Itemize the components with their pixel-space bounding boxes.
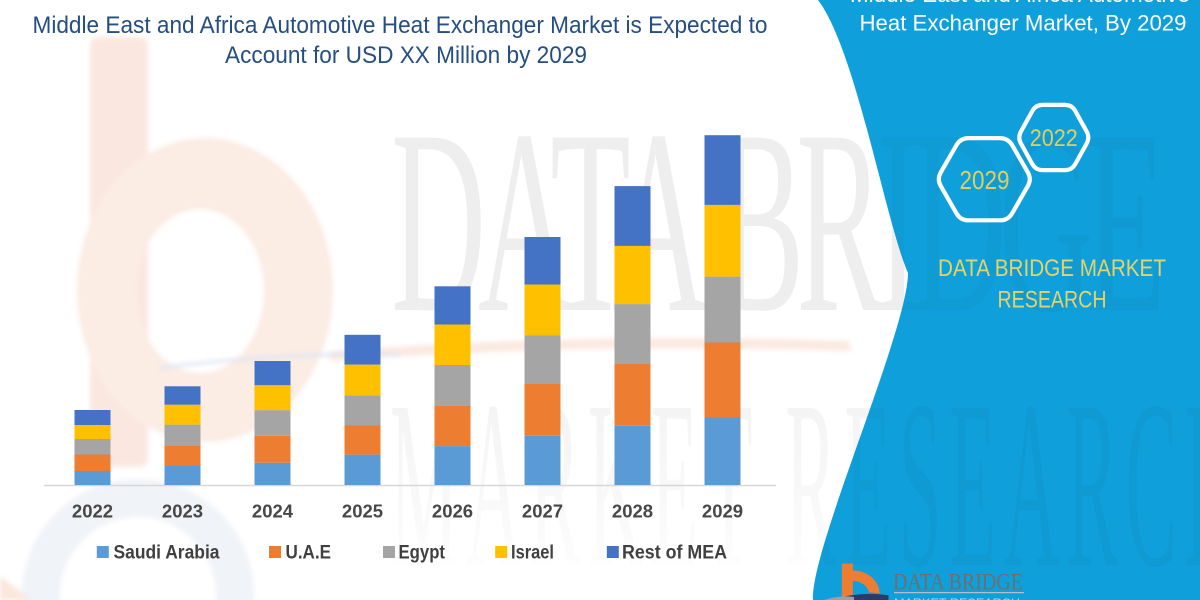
- svg-text:Middle East and Africa Automot: Middle East and Africa Automotive: [850, 0, 1190, 7]
- svg-text:Account for USD XX Million by: Account for USD XX Million by 2029: [225, 42, 587, 69]
- svg-text:2022: 2022: [72, 501, 113, 522]
- svg-text:2022: 2022: [1030, 125, 1078, 152]
- svg-text:2029: 2029: [702, 501, 743, 522]
- svg-text:2025: 2025: [342, 501, 383, 522]
- svg-text:2026: 2026: [432, 501, 473, 522]
- svg-text:2024: 2024: [252, 501, 294, 522]
- svg-text:MARKET RESEARCH: MARKET RESEARCH: [390, 351, 1200, 600]
- svg-text:DATA BRIDGE: DATA BRIDGE: [893, 570, 1023, 596]
- svg-text:U.A.E: U.A.E: [286, 543, 332, 564]
- svg-text:2027: 2027: [522, 501, 563, 522]
- svg-text:2028: 2028: [612, 501, 653, 522]
- svg-text:2023: 2023: [162, 501, 203, 522]
- svg-text:Middle East and Africa Automot: Middle East and Africa Automotive Heat E…: [33, 12, 768, 39]
- svg-text:Egypt: Egypt: [399, 543, 446, 564]
- svg-text:Rest of MEA: Rest of MEA: [622, 543, 727, 564]
- svg-text:MARKET RESEARCH: MARKET RESEARCH: [894, 598, 1020, 600]
- svg-text:DATA BRIDGE MARKET: DATA BRIDGE MARKET: [938, 255, 1166, 282]
- svg-text:Israel: Israel: [511, 543, 554, 564]
- svg-text:RESEARCH: RESEARCH: [998, 287, 1107, 314]
- svg-text:Heat Exchanger Market, By 2029: Heat Exchanger Market, By 2029: [860, 11, 1187, 36]
- svg-text:Saudi Arabia: Saudi Arabia: [114, 543, 220, 564]
- svg-text:2029: 2029: [960, 167, 1010, 195]
